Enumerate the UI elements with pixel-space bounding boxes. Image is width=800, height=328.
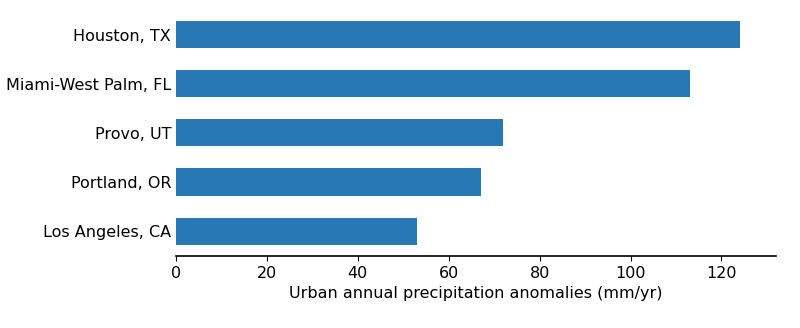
Bar (176, 70, 690, 97)
Bar (176, 217, 417, 245)
Bar (176, 21, 740, 48)
X-axis label: Urban annual precipitation anomalies (mm/yr): Urban annual precipitation anomalies (mm… (290, 286, 662, 301)
Bar (176, 169, 481, 195)
Bar (176, 119, 503, 146)
